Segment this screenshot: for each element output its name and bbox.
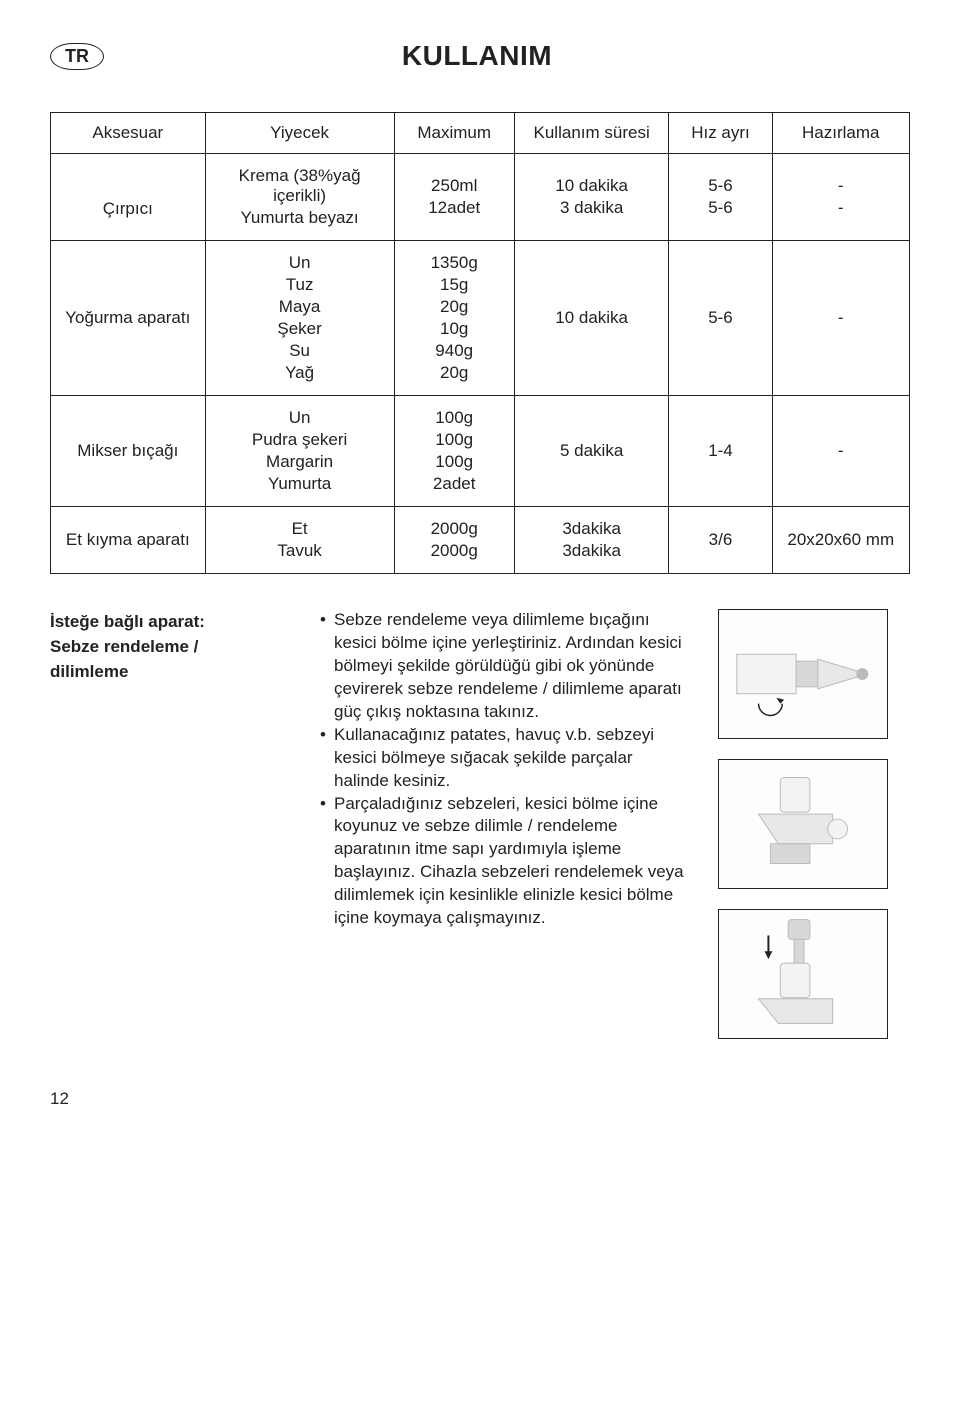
page-title: KULLANIM: [44, 40, 910, 72]
cell-sure: 10 dakika 3 dakika: [514, 154, 669, 241]
cell-max: 1350g 15g 20g 10g 940g 20g: [394, 241, 514, 396]
table-row: Yoğurma aparatı Un Tuz Maya Şeker Su Yağ…: [51, 241, 910, 396]
bullet-dot: •: [320, 724, 334, 793]
cell-max: 2000g 2000g: [394, 507, 514, 574]
bullet-dot: •: [320, 609, 334, 724]
cell-hiz: 5-6 5-6: [669, 154, 772, 241]
instruction-bullet: • Parçaladığınız sebzeleri, kesici bölme…: [320, 793, 688, 931]
cell-aksesuar: Et kıyma aparatı: [51, 507, 206, 574]
cell-prep: -: [772, 241, 909, 396]
col-header: Yiyecek: [205, 113, 394, 154]
illustration-slicer-body: [718, 759, 888, 889]
cell-prep: 20x20x60 mm: [772, 507, 909, 574]
cell-hiz: 1-4: [669, 396, 772, 507]
col-header: Hız ayrı: [669, 113, 772, 154]
col-header: Maximum: [394, 113, 514, 154]
col-header: Hazırlama: [772, 113, 909, 154]
cell-max: 250ml 12adet: [394, 154, 514, 241]
cell-sure: 10 dakika: [514, 241, 669, 396]
cell-aksesuar: Yoğurma aparatı: [51, 241, 206, 396]
instruction-text: Kullanacağınız patates, havuç v.b. sebze…: [334, 724, 688, 793]
col-header: Aksesuar: [51, 113, 206, 154]
cell-yiyecek: Et Tavuk: [205, 507, 394, 574]
table-row: Mikser bıçağı Un Pudra şekeri Margarin Y…: [51, 396, 910, 507]
cell-hiz: 3/6: [669, 507, 772, 574]
instructions-list: • Sebze rendeleme veya dilimleme bıçağın…: [320, 609, 688, 1039]
table-row: Et kıyma aparatı Et Tavuk 2000g 2000g 3d…: [51, 507, 910, 574]
optional-accessory-heading: İsteğe bağlı aparat: Sebze rendeleme / d…: [50, 609, 290, 1039]
instruction-text: Sebze rendeleme veya dilimleme bıçağını …: [334, 609, 688, 724]
cell-aksesuar: Mikser bıçağı: [51, 396, 206, 507]
cell-hiz: 5-6: [669, 241, 772, 396]
usage-table: Aksesuar Yiyecek Maximum Kullanım süresi…: [50, 112, 910, 574]
bullet-dot: •: [320, 793, 334, 931]
instruction-text: Parçaladığınız sebzeleri, kesici bölme i…: [334, 793, 688, 931]
cell-prep: - -: [772, 154, 909, 241]
illustration-attach-cone: [718, 609, 888, 739]
cell-max: 100g 100g 100g 2adet: [394, 396, 514, 507]
instruction-bullet: • Sebze rendeleme veya dilimleme bıçağın…: [320, 609, 688, 724]
cell-yiyecek: Krema (38%yağ içerikli) Yumurta beyazı: [205, 154, 394, 241]
table-header-row: Aksesuar Yiyecek Maximum Kullanım süresi…: [51, 113, 910, 154]
cell-aksesuar: Çırpıcı: [51, 154, 206, 241]
illustration-pusher: [718, 909, 888, 1039]
col-header: Kullanım süresi: [514, 113, 669, 154]
cell-yiyecek: Un Pudra şekeri Margarin Yumurta: [205, 396, 394, 507]
table-row: Çırpıcı Krema (38%yağ içerikli) Yumurta …: [51, 154, 910, 241]
page-number: 12: [50, 1089, 910, 1109]
cell-sure: 3dakika 3dakika: [514, 507, 669, 574]
cell-prep: -: [772, 396, 909, 507]
instruction-bullet: • Kullanacağınız patates, havuç v.b. seb…: [320, 724, 688, 793]
cell-yiyecek: Un Tuz Maya Şeker Su Yağ: [205, 241, 394, 396]
cell-sure: 5 dakika: [514, 396, 669, 507]
